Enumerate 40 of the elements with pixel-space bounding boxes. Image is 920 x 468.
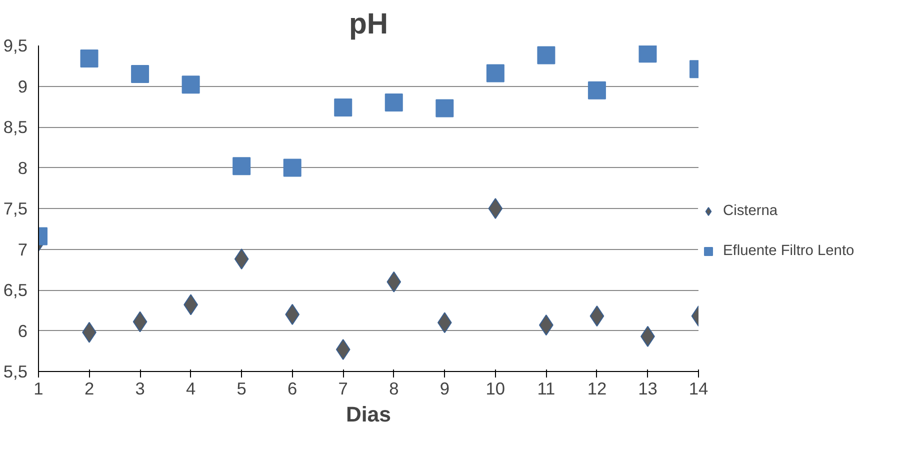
x-tick-label: 10 xyxy=(486,378,506,398)
point xyxy=(182,76,200,94)
legend-label: Efluente Filtro Lento xyxy=(723,243,854,259)
point xyxy=(283,158,302,177)
y-tick-label: 7 xyxy=(18,239,28,260)
point xyxy=(384,94,403,112)
y-tick-label: 6 xyxy=(18,320,28,341)
point xyxy=(638,46,657,63)
x-tick-label: 11 xyxy=(537,378,556,398)
x-tick-label: 6 xyxy=(288,378,298,398)
point xyxy=(537,46,556,64)
point xyxy=(486,64,504,82)
x-tick-label: 9 xyxy=(440,378,450,398)
x-tick-label: 12 xyxy=(587,378,607,398)
legend-label: Cisterna xyxy=(723,203,778,219)
x-tick-label: 8 xyxy=(389,378,399,398)
chart-title: pH xyxy=(348,8,388,40)
x-tick-label: 2 xyxy=(84,378,94,398)
point xyxy=(80,50,98,68)
x-tick-label: 7 xyxy=(338,378,348,398)
y-tick-label: 9,5 xyxy=(3,36,28,56)
y-tick-label: 8,5 xyxy=(3,117,28,137)
point xyxy=(131,65,150,84)
point xyxy=(334,98,352,116)
point xyxy=(588,81,606,100)
point xyxy=(488,198,503,219)
x-tick-label: 1 xyxy=(34,378,44,398)
x-tick-label: 4 xyxy=(186,378,196,398)
y-tick-label: 9 xyxy=(18,76,28,96)
point xyxy=(436,99,454,118)
point xyxy=(232,157,251,176)
x-tick-label: 3 xyxy=(135,378,145,398)
y-tick-label: 8 xyxy=(18,158,28,178)
x-tick-label: 14 xyxy=(688,378,708,398)
x-axis-title: Dias xyxy=(346,402,392,426)
y-tick-label: 5,5 xyxy=(3,362,28,382)
y-tick-label: 6,5 xyxy=(3,280,28,300)
x-tick-label: 13 xyxy=(638,378,658,398)
y-tick-label: 7,5 xyxy=(3,198,28,218)
x-tick-label: 5 xyxy=(236,378,246,398)
